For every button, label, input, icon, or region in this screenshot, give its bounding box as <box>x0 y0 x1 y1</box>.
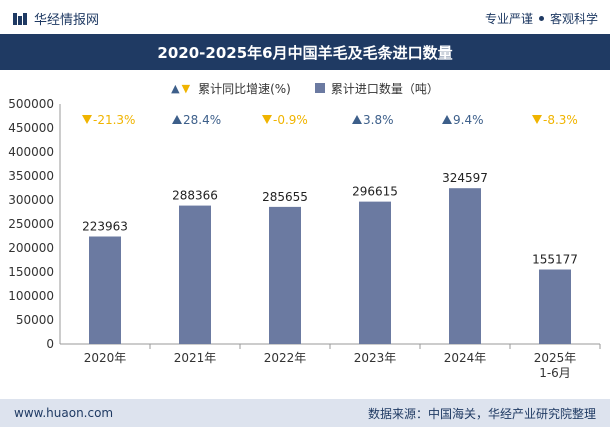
bar <box>449 188 481 344</box>
x-tick-label: 2024年 <box>444 351 487 365</box>
y-tick-label: 400000 <box>8 145 54 159</box>
bar-data-label: 155177 <box>532 253 578 267</box>
legend-down-triangle-icon: ▼ <box>181 81 191 95</box>
bar-data-label: 296615 <box>352 185 398 199</box>
y-tick-label: 450000 <box>8 121 54 135</box>
growth-up-triangle-icon <box>172 115 182 124</box>
chart-legend: ▲ ▼ 累计同比增速(%) 累计进口数量（吨） <box>0 78 610 98</box>
growth-up-triangle-icon <box>442 115 452 124</box>
x-tick-label: 2025年 1-6月 <box>534 351 577 380</box>
growth-down-triangle-icon <box>532 115 542 124</box>
tagline-left: 专业严谨 <box>484 12 533 26</box>
chart-title-bar: 2020-2025年6月中国羊毛及毛条进口数量 <box>0 34 610 70</box>
growth-label: 9.4% <box>453 113 484 127</box>
y-tick-label: 350000 <box>8 169 54 183</box>
bar <box>539 269 571 344</box>
y-tick-label: 50000 <box>16 313 54 327</box>
brand-name: 华经情报网 <box>34 13 100 28</box>
y-tick-label: 250000 <box>8 217 54 231</box>
tagline-right: 客观科学 <box>549 12 598 26</box>
y-tick-label: 500000 <box>8 97 54 111</box>
footer-bar: www.huaon.com 数据来源：中国海关，华经产业研究院整理 <box>0 399 610 427</box>
growth-label: -21.3% <box>93 113 135 127</box>
y-tick-label: 150000 <box>8 265 54 279</box>
growth-label: -0.9% <box>273 113 308 127</box>
y-tick-label: 200000 <box>8 241 54 255</box>
bar-data-label: 223963 <box>82 219 128 233</box>
legend-item-volume: 累计进口数量（吨） <box>314 80 439 97</box>
top-bar: 华经情报网 专业严谨 客观科学 <box>0 0 610 34</box>
tagline: 专业严谨 客观科学 <box>485 10 598 27</box>
brand-logo: 华经情报网 <box>12 9 99 28</box>
bar <box>179 205 211 344</box>
y-tick-label: 100000 <box>8 289 54 303</box>
bar <box>269 206 301 344</box>
x-tick-label: 2023年 <box>354 351 397 365</box>
legend-item-growth: ▲ ▼ 累计同比增速(%) <box>171 80 291 97</box>
footer-url: www.huaon.com <box>14 406 114 420</box>
tagline-dot <box>538 16 544 21</box>
x-tick-label: 2022年 <box>264 351 307 365</box>
chart-plot: 5000004500004000003500003000002500002000… <box>8 97 601 380</box>
legend-bar-swatch <box>314 83 325 93</box>
growth-label: -8.3% <box>543 113 578 127</box>
x-tick-label: 2021年 <box>174 351 217 365</box>
growth-label: 28.4% <box>183 113 221 127</box>
chart-title: 2020-2025年6月中国羊毛及毛条进口数量 <box>157 43 453 62</box>
bar <box>89 236 121 344</box>
bar-data-label: 288366 <box>172 189 218 203</box>
legend-label-growth: 累计同比增速(%) <box>198 81 291 96</box>
growth-up-triangle-icon <box>352 115 362 124</box>
footer-source: 数据来源：中国海关，华经产业研究院整理 <box>367 406 596 421</box>
logo-icon <box>13 12 27 25</box>
growth-down-triangle-icon <box>262 115 272 124</box>
legend-up-triangle-icon: ▲ <box>171 81 180 95</box>
growth-label: 3.8% <box>363 113 394 127</box>
x-tick-label: 2020年 <box>84 351 127 365</box>
legend-label-volume: 累计进口数量（吨） <box>330 81 439 96</box>
bar-data-label: 324597 <box>442 171 488 185</box>
y-tick-label: 0 <box>46 337 54 351</box>
bar <box>359 201 391 344</box>
growth-down-triangle-icon <box>82 115 92 124</box>
bar-data-label: 285655 <box>262 190 308 204</box>
y-tick-label: 300000 <box>8 193 54 207</box>
